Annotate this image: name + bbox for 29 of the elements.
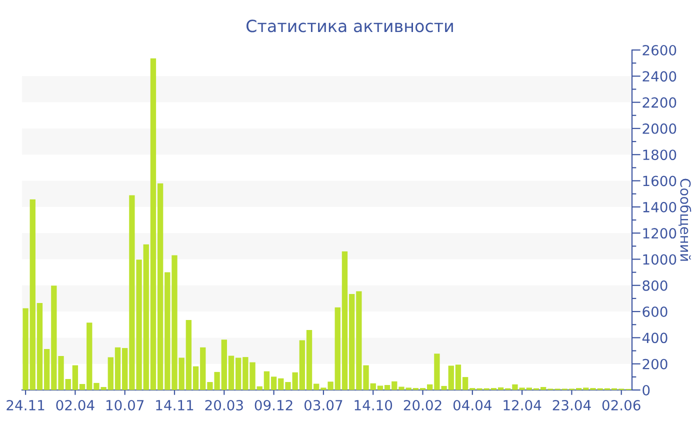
- x-tick-label: 10.07: [106, 400, 144, 410]
- y-tick-label: 400: [642, 332, 668, 344]
- x-tick-label: 09.12: [254, 400, 292, 410]
- y-tick-label: 1800: [643, 150, 676, 160]
- x-tick-label: 04.04: [453, 400, 492, 410]
- y-tick-label: 1600: [643, 176, 676, 186]
- y-axis-title: Сообщений: [678, 178, 692, 261]
- y-tick-label: 2400: [642, 71, 676, 82]
- y-tick-label: 1000: [643, 254, 676, 265]
- y-tick-label: 1200: [643, 228, 676, 239]
- x-tick-label: 02.06: [602, 400, 640, 410]
- y-tick-label: 600: [642, 306, 668, 318]
- y-tick-label: 1400: [643, 202, 676, 212]
- x-tick-label: 23.04: [552, 400, 591, 410]
- y-tick-label: 800: [642, 280, 668, 291]
- x-tick-label: 20.03: [205, 400, 243, 410]
- x-tick-label: 03.07: [304, 400, 342, 410]
- y-tick-label: 0: [642, 384, 650, 396]
- chart-title: Статистика активности: [246, 20, 453, 32]
- x-tick-label: 12.04: [504, 400, 542, 410]
- y-tick-label: 2600: [642, 44, 676, 56]
- x-tick-label: 20.02: [404, 400, 442, 410]
- x-tick-label: 14.11: [156, 400, 194, 410]
- y-tick-label: 200: [642, 358, 668, 370]
- x-tick-label: 14.10: [354, 400, 392, 410]
- y-tick-label: 2000: [642, 123, 676, 134]
- y-tick-label: 2200: [642, 97, 676, 108]
- x-tick-label: 02.04: [56, 400, 94, 410]
- x-tick-label: 24.11: [6, 400, 44, 410]
